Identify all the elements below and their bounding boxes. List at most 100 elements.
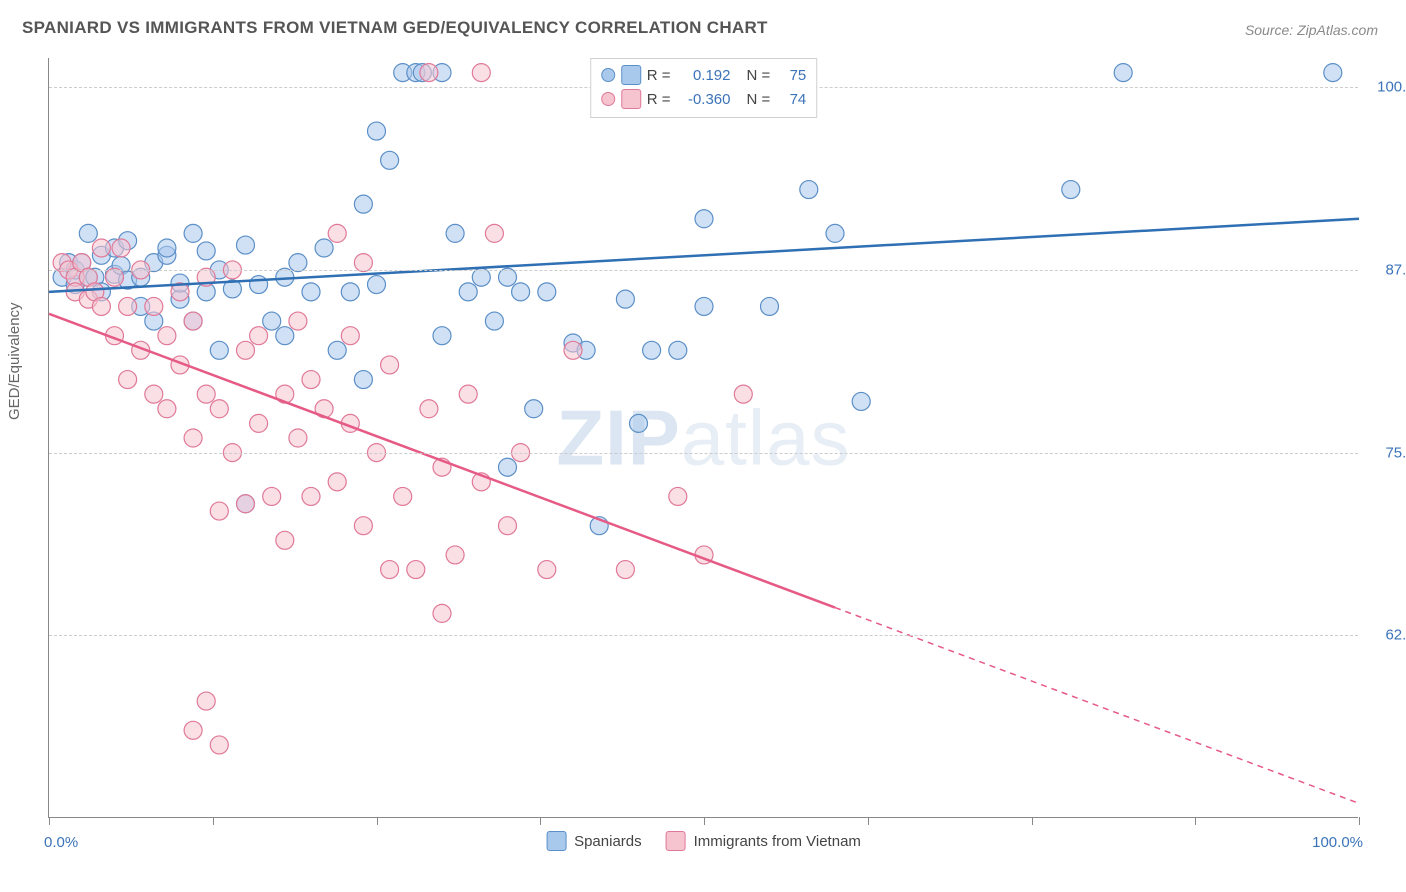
data-point [485, 224, 503, 242]
legend-stat-row: R = 0.192 N = 75 [601, 63, 807, 87]
data-point [184, 721, 202, 739]
data-point [472, 268, 490, 286]
data-point [210, 736, 228, 754]
r-label: R = [647, 91, 671, 108]
data-point [341, 283, 359, 301]
data-point [315, 239, 333, 257]
data-point [643, 341, 661, 359]
data-point [184, 224, 202, 242]
legend-stats: R =0.192N =75R =-0.360N =74 [590, 58, 818, 118]
data-point [499, 517, 517, 535]
y-axis-label: GED/Equivalency [6, 302, 23, 420]
legend-series-label: Spaniards [574, 833, 642, 850]
data-point [210, 341, 228, 359]
n-value: 74 [776, 91, 806, 108]
data-point [106, 268, 124, 286]
x-tick [49, 817, 50, 825]
data-point [158, 239, 176, 257]
data-point [368, 122, 386, 140]
data-point [302, 283, 320, 301]
data-point [826, 224, 844, 242]
gridline [49, 453, 1358, 454]
r-value: 0.192 [677, 67, 731, 84]
data-point [328, 224, 346, 242]
data-point [852, 392, 870, 410]
data-point [669, 487, 687, 505]
data-point [250, 414, 268, 432]
y-tick-label: 100.0% [1368, 79, 1406, 96]
data-point [263, 312, 281, 330]
n-value: 75 [776, 67, 806, 84]
data-point [459, 283, 477, 301]
data-point [564, 341, 582, 359]
x-tick-start: 0.0% [44, 834, 78, 851]
data-point [499, 268, 517, 286]
data-point [420, 400, 438, 418]
x-tick [1032, 817, 1033, 825]
data-point [145, 297, 163, 315]
data-point [368, 276, 386, 294]
legend-circle-icon [601, 68, 615, 82]
data-point [407, 561, 425, 579]
legend-swatch-icon [666, 831, 686, 851]
r-value: -0.360 [677, 91, 731, 108]
data-point [263, 487, 281, 505]
data-point [381, 356, 399, 374]
data-point [119, 297, 137, 315]
y-tick-label: 87.5% [1368, 261, 1406, 278]
data-point [630, 414, 648, 432]
data-point [525, 400, 543, 418]
x-tick [704, 817, 705, 825]
data-point [158, 400, 176, 418]
data-point [446, 546, 464, 564]
data-point [210, 400, 228, 418]
data-point [354, 254, 372, 272]
x-tick [213, 817, 214, 825]
data-point [538, 283, 556, 301]
x-tick [540, 817, 541, 825]
data-point [250, 327, 268, 345]
data-point [112, 239, 130, 257]
data-point [485, 312, 503, 330]
data-point [302, 371, 320, 389]
data-point [197, 385, 215, 403]
x-tick [1195, 817, 1196, 825]
legend-circle-icon [601, 92, 615, 106]
x-tick [377, 817, 378, 825]
data-point [92, 297, 110, 315]
data-point [1324, 64, 1342, 82]
data-point [158, 327, 176, 345]
data-point [328, 473, 346, 491]
data-point [446, 224, 464, 242]
data-point [381, 151, 399, 169]
data-point [354, 195, 372, 213]
r-label: R = [647, 67, 671, 84]
y-tick-label: 62.5% [1368, 627, 1406, 644]
data-point [499, 458, 517, 476]
data-point [512, 283, 530, 301]
data-point [354, 517, 372, 535]
legend-swatch-icon [621, 65, 641, 85]
legend-stat-row: R =-0.360N =74 [601, 87, 807, 111]
x-tick [868, 817, 869, 825]
data-point [302, 487, 320, 505]
plot-area: ZIPatlas R =0.192N =75R =-0.360N =74 Spa… [48, 58, 1358, 818]
data-point [1114, 64, 1132, 82]
data-point [433, 327, 451, 345]
legend-series-label: Immigrants from Vietnam [694, 833, 861, 850]
data-point [472, 64, 490, 82]
data-point [800, 181, 818, 199]
data-point [1062, 181, 1080, 199]
data-point [289, 429, 307, 447]
x-tick-end: 100.0% [1312, 834, 1363, 851]
trend-line [49, 314, 835, 608]
data-point [538, 561, 556, 579]
data-point [289, 254, 307, 272]
data-point [145, 385, 163, 403]
n-label: N = [747, 67, 771, 84]
chart-svg [49, 58, 1358, 817]
legend-series-item: Spaniards [546, 831, 642, 851]
data-point [289, 312, 307, 330]
data-point [119, 371, 137, 389]
data-point [420, 64, 438, 82]
